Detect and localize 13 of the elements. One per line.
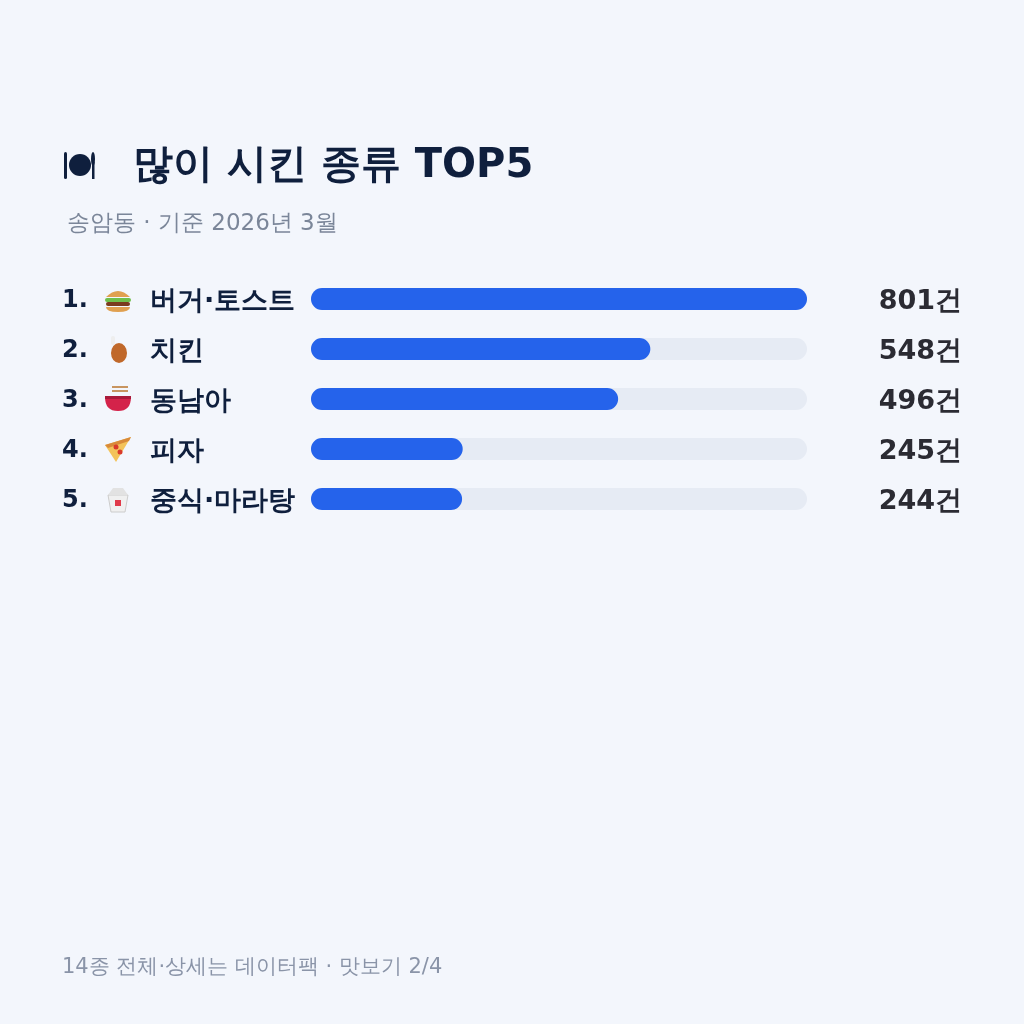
category-label: 4. 피자	[62, 433, 204, 465]
chart-subtitle: 송암동 · 기준 2026년 3월	[67, 208, 338, 235]
data-label: 496건	[878, 383, 963, 415]
data-label: 548건	[878, 333, 963, 365]
chart-title: 많이 시킨 종류 TOP5	[133, 140, 534, 186]
category-label: 2. 치킨	[62, 333, 204, 365]
category-label: 5. 중식·마라탕	[62, 483, 296, 515]
text: 14종 전체·상세는 데이터팩 · 맛보기 2/4	[62, 953, 443, 978]
data-label: 244건	[878, 483, 963, 515]
category-label: 3. 동남아	[62, 383, 231, 415]
category-label: 1. 버거·토스트	[62, 283, 296, 315]
data-label: 245건	[878, 433, 963, 465]
data-label: 801건	[878, 283, 963, 315]
